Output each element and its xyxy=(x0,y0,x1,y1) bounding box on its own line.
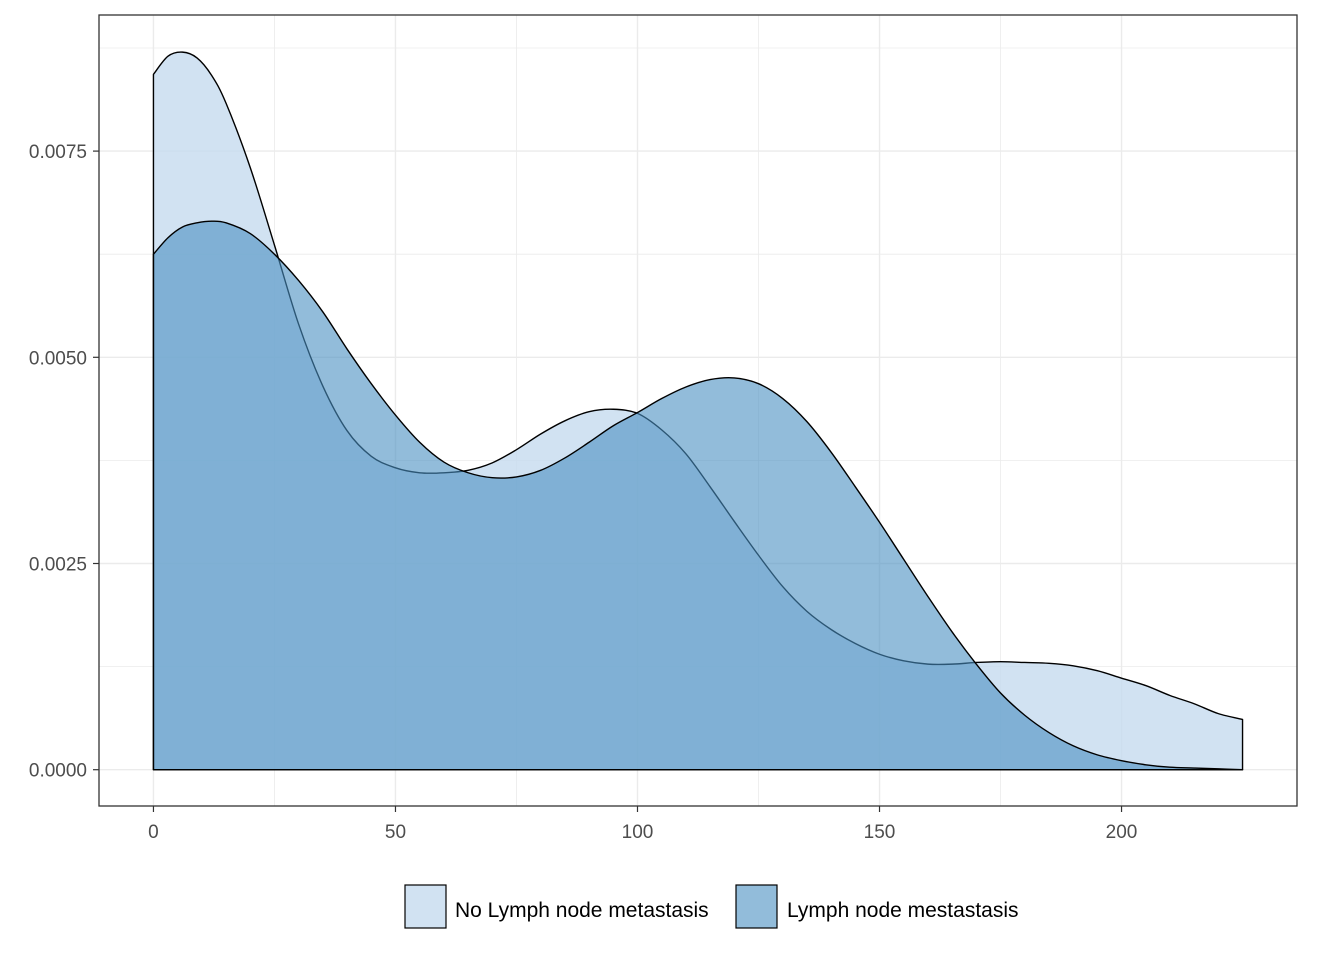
x-axis: 0 50 100 150 200 xyxy=(148,806,1137,843)
legend: No Lymph node metastasis Lymph node mest… xyxy=(404,884,1019,929)
density-area-metastasis xyxy=(152,220,1244,771)
legend-label-metastasis: Lymph node mestastasis xyxy=(787,899,1019,922)
plot-border xyxy=(98,14,1298,807)
x-tick-label: 100 xyxy=(622,822,654,843)
y-tick-label: 0.0075 xyxy=(29,142,87,163)
y-tick-label: 0.0025 xyxy=(29,555,87,576)
y-axis: 0.0000 0.0025 0.0050 0.0075 xyxy=(29,142,99,782)
legend-label-no-metastasis: No Lymph node metastasis xyxy=(455,899,709,922)
legend-key-metastasis xyxy=(735,884,778,929)
x-tick-label: 150 xyxy=(864,822,896,843)
density-areas xyxy=(152,51,1244,771)
y-tick-label: 0.0000 xyxy=(29,761,87,782)
x-tick-label: 0 xyxy=(148,822,159,843)
legend-key-no-metastasis xyxy=(404,884,447,929)
x-tick-label: 50 xyxy=(385,822,406,843)
y-tick-label: 0.0050 xyxy=(29,348,87,369)
x-tick-label: 200 xyxy=(1106,822,1138,843)
